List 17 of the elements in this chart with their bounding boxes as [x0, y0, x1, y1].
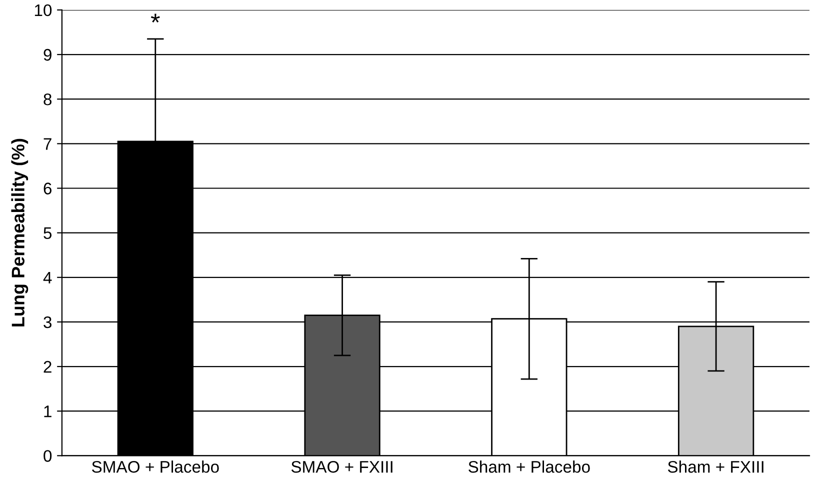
y-tick-label: 9: [44, 48, 52, 61]
y-tick-label: 3: [44, 316, 52, 328]
y-tick-label: 10: [34, 4, 52, 16]
y-tick-label: 0: [44, 450, 52, 462]
y-tick-label: 1: [44, 406, 52, 418]
x-tick-label: Sham + Placebo: [468, 460, 590, 473]
y-tick-label: 6: [44, 182, 52, 194]
y-tick-label: 2: [44, 360, 52, 373]
x-tick-label: SMAO + FXIII: [291, 460, 392, 473]
annotation: *: [150, 14, 160, 23]
x-tick-label: Sham + FXIII: [668, 460, 764, 473]
y-tick-label: 4: [43, 272, 52, 284]
y-tick-label: 5: [44, 227, 52, 240]
x-tick-label: SMAO + Placebo: [92, 460, 219, 473]
y-axis-title: Lung Permeability (%): [11, 138, 28, 326]
y-tick-label: 7: [44, 138, 52, 150]
y-tick-label: 8: [44, 94, 52, 106]
